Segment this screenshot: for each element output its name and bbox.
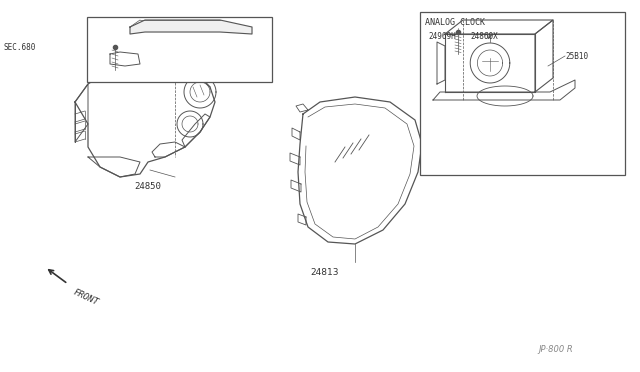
Text: FRONT: FRONT (72, 288, 100, 308)
Polygon shape (445, 34, 535, 92)
Bar (87, 17, 272, 82)
Text: SEC.680: SEC.680 (3, 42, 35, 51)
Text: 24969H: 24969H (428, 32, 456, 41)
Text: JP·800 R: JP·800 R (538, 345, 573, 354)
Polygon shape (130, 20, 252, 34)
Text: 24860X: 24860X (470, 32, 498, 41)
Text: ANALOG CLOCK: ANALOG CLOCK (425, 18, 485, 27)
Polygon shape (75, 57, 215, 177)
Polygon shape (298, 97, 422, 244)
Text: 24850: 24850 (134, 182, 161, 191)
Bar (420, 12, 625, 175)
Text: 25B10: 25B10 (565, 52, 588, 61)
Text: 24813: 24813 (310, 268, 339, 277)
